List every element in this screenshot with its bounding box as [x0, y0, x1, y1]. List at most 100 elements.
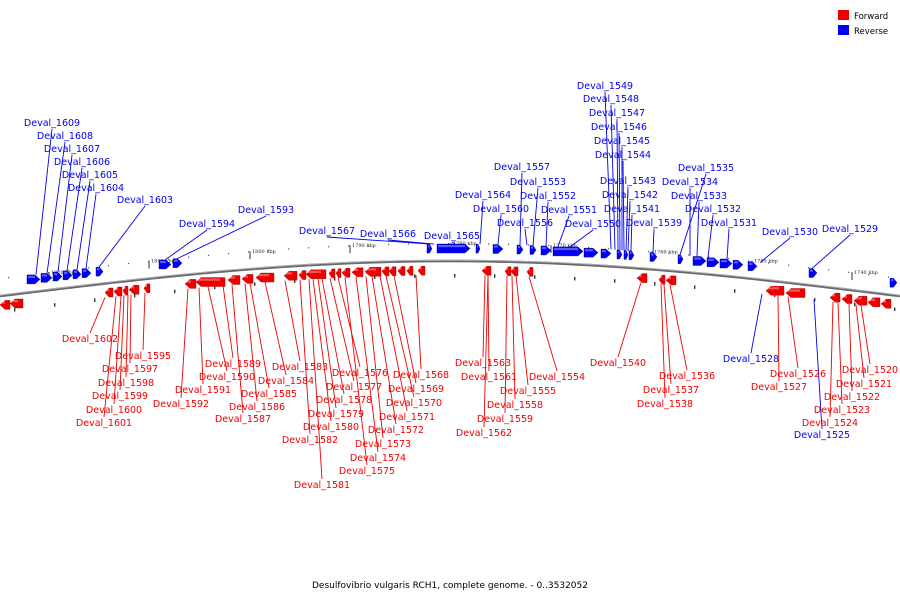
leader-line: [119, 295, 125, 391]
gene-label: Deval_1544: [595, 150, 651, 161]
gene-label: Deval_1604: [68, 183, 124, 194]
forward-gene: [867, 297, 881, 308]
gene-label: Deval_1546: [591, 122, 647, 133]
gene-label: Deval_1569: [388, 384, 444, 395]
gene-label: Deval_1537: [643, 385, 699, 396]
leader-line: [387, 239, 435, 245]
strand-dot: [88, 267, 90, 269]
leader-line: [198, 287, 204, 385]
leader-line: [365, 276, 384, 439]
leader-line: [371, 276, 397, 425]
strand-dot: [68, 269, 70, 271]
strand-dot: [134, 293, 136, 298]
leader-line: [511, 275, 516, 400]
forward-gene: [397, 266, 406, 276]
gene-label: Deval_1530: [762, 227, 818, 238]
leader-line: [524, 228, 528, 246]
gene-label: Deval_1601: [76, 418, 132, 429]
strand-dot: [668, 252, 670, 254]
gene-label: Deval_1523: [814, 405, 870, 416]
forward-gene: [128, 285, 140, 295]
strand-dot: [888, 276, 890, 278]
gene-label: Deval_1607: [44, 144, 100, 155]
gene-label: Deval_1568: [393, 370, 449, 381]
leader-line: [451, 241, 456, 245]
leader-line: [663, 284, 672, 385]
leader-line: [415, 275, 422, 370]
strand-dot: [568, 245, 570, 248]
forward-gene: [122, 285, 129, 296]
gene-label: Deval_1587: [215, 414, 271, 425]
leader-line: [622, 160, 625, 251]
strand-dot: [228, 252, 230, 255]
strand-dot: [268, 249, 270, 252]
leader-line: [487, 275, 490, 372]
strand-dot: [108, 265, 110, 267]
gene-label: Deval_1535: [678, 163, 734, 174]
gene-label: Deval_1576: [332, 368, 388, 379]
reverse-gene: [623, 250, 629, 260]
leader-line: [813, 299, 823, 430]
gene-label: Deval_1531: [701, 218, 757, 229]
leader-line: [344, 277, 368, 466]
forward-gene: [227, 275, 241, 285]
leader-line: [66, 167, 83, 271]
genome-caption: Desulfovibrio vulgaris RCH1, complete ge…: [312, 581, 588, 591]
gene-label: Deval_1547: [589, 108, 645, 119]
strand-dot: [854, 302, 856, 307]
forward-gene: [364, 267, 382, 277]
forward-gene: [305, 269, 327, 279]
legend-reverse-label: Reverse: [854, 27, 888, 37]
leader-line: [627, 200, 631, 251]
forward-gene: [381, 266, 390, 277]
leader-line: [103, 296, 117, 418]
leader-line: [355, 276, 379, 453]
strand-dot: [54, 303, 56, 307]
leader-line: [777, 295, 780, 382]
leader-line: [85, 193, 97, 269]
gene-label: Deval_1589: [205, 359, 261, 370]
leader-line: [679, 173, 707, 255]
gene-label: Deval_1598: [98, 378, 154, 389]
gene-label: Deval_1532: [685, 204, 741, 215]
gene-label: Deval_1553: [510, 177, 566, 188]
gene-label: Deval_1575: [339, 466, 395, 477]
scale-tick-label: 1790 kbp: [352, 243, 376, 249]
strand-dot: [148, 260, 150, 262]
leader-line: [604, 91, 612, 250]
gene-label: Deval_1594: [179, 219, 235, 230]
forward-gene: [765, 286, 785, 296]
leader-line: [89, 297, 106, 334]
leader-line: [532, 187, 539, 246]
gene-label: Deval_1591: [175, 385, 231, 396]
gene-label: Deval_1590: [199, 372, 255, 383]
leader-line: [848, 303, 853, 392]
strand-dot: [528, 244, 530, 246]
gene-label: Deval_1534: [662, 177, 718, 188]
strand-dot: [254, 282, 256, 286]
gene-label: Deval_1555: [500, 386, 556, 397]
leader-line: [98, 205, 146, 268]
leader-line: [759, 237, 791, 263]
reverse-gene: [72, 269, 82, 279]
forward-gene: [526, 267, 534, 277]
leader-line: [860, 305, 871, 365]
gene-label: Deval_1573: [355, 439, 411, 450]
leader-line: [497, 214, 502, 245]
leader-line: [482, 275, 486, 358]
leader-line: [528, 276, 558, 372]
strand-dot: [214, 285, 216, 290]
forward-gene: [0, 300, 11, 310]
leader-line: [326, 236, 431, 245]
gene-label: Deval_1565: [424, 231, 480, 242]
strand-dot: [894, 307, 896, 312]
leader-line: [855, 304, 865, 379]
strand-dot: [788, 264, 790, 266]
leader-line: [545, 201, 549, 246]
forward-gene: [853, 295, 868, 306]
leader-line: [519, 172, 523, 246]
reverse-gene: [95, 266, 104, 277]
reverse-gene: [436, 243, 471, 254]
leader-line: [231, 284, 244, 414]
